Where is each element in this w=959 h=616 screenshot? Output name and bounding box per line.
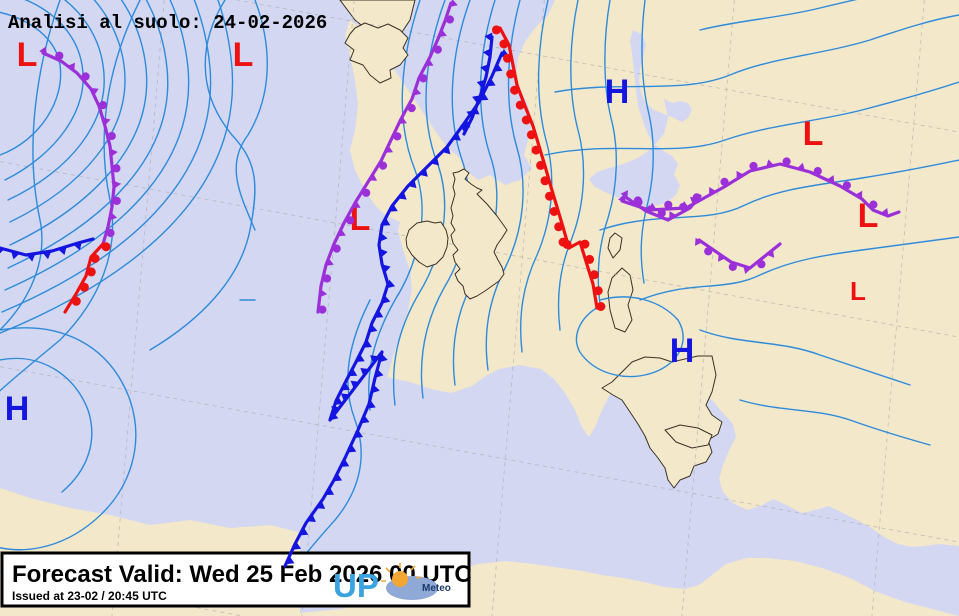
svg-text:H: H: [605, 73, 630, 111]
svg-text:H: H: [670, 332, 695, 370]
svg-text:L: L: [803, 115, 824, 153]
svg-text:L: L: [233, 36, 254, 74]
svg-text:L: L: [850, 276, 866, 306]
svg-text:Issued at 23-02 / 20:45 UTC: Issued at 23-02 / 20:45 UTC: [12, 589, 167, 603]
svg-text:Analisi al suolo: 24-02-2026: Analisi al suolo: 24-02-2026: [8, 12, 327, 34]
svg-text:UP: UP: [333, 567, 379, 604]
svg-text:Meteo: Meteo: [422, 583, 451, 594]
svg-text:L: L: [17, 36, 38, 74]
svg-text:H: H: [5, 390, 30, 428]
